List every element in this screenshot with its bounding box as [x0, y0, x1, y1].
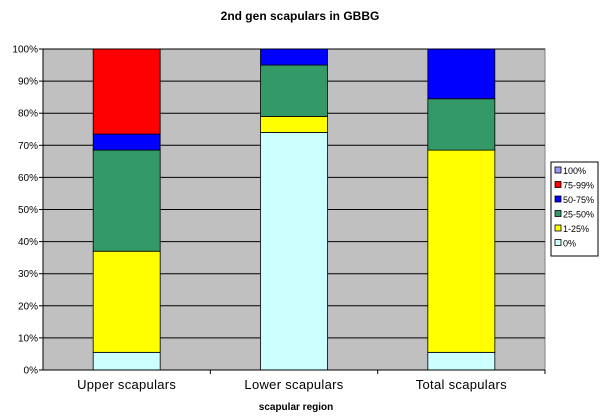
legend-label: 1-25% — [563, 224, 589, 234]
y-tick-label: 30% — [18, 269, 38, 280]
bar-segment — [92, 250, 161, 353]
y-tick-label: 20% — [18, 301, 38, 312]
legend-label: 75-99% — [563, 181, 594, 191]
legend: 100% 75-99% 50-75% 25-50% 1-25% 0% — [550, 161, 599, 257]
y-tick-label: 70% — [18, 141, 38, 152]
bar-segment — [260, 48, 328, 66]
legend-swatch — [554, 210, 562, 217]
legend-swatch — [554, 181, 562, 188]
bar-segment — [260, 132, 328, 371]
x-tick-label: Lower scapulars — [244, 377, 343, 392]
legend-swatch — [554, 166, 562, 174]
legend-swatch — [554, 239, 562, 246]
y-tick-label: 40% — [18, 237, 38, 248]
y-tick-label: 10% — [18, 333, 38, 344]
legend-swatch — [554, 224, 562, 232]
x-axis-label: scapular region — [259, 402, 333, 413]
x-axis-ticks: Upper scapulars Lower scapulars Total scap… — [77, 370, 546, 392]
bar-segment — [92, 48, 161, 135]
x-tick-label: Upper scapulars — [77, 377, 176, 392]
legend-label: 25-50% — [563, 210, 594, 220]
bar-segment — [427, 98, 496, 151]
y-tick-label: 80% — [18, 109, 38, 120]
y-axis-ticks: 0% 10% 20% 30% 40% 50% 60% 70% 80% 90% 100% — [12, 45, 43, 377]
y-tick-label: 0% — [24, 366, 39, 377]
legend-label: 100% — [563, 166, 586, 176]
bars — [92, 48, 496, 371]
bar-segment — [92, 133, 161, 151]
legend-label: 0% — [563, 239, 576, 249]
x-tick-label: Total scapulars — [416, 377, 507, 392]
y-tick-label: 90% — [18, 77, 38, 88]
bar-segment — [260, 116, 328, 133]
bar-segment — [427, 351, 496, 371]
bar-segment — [92, 351, 161, 371]
y-tick-label: 100% — [12, 45, 38, 56]
bar-segment — [260, 64, 328, 117]
y-tick-label: 50% — [18, 205, 38, 216]
legend-swatch — [554, 195, 562, 203]
bar-segment — [427, 48, 496, 100]
bar-segment — [427, 149, 496, 353]
legend-label: 50-75% — [563, 195, 594, 205]
y-tick-label: 60% — [18, 173, 38, 184]
chart-title: 2nd gen scapulars in GBBG — [221, 9, 380, 23]
bar-segment — [92, 149, 161, 252]
